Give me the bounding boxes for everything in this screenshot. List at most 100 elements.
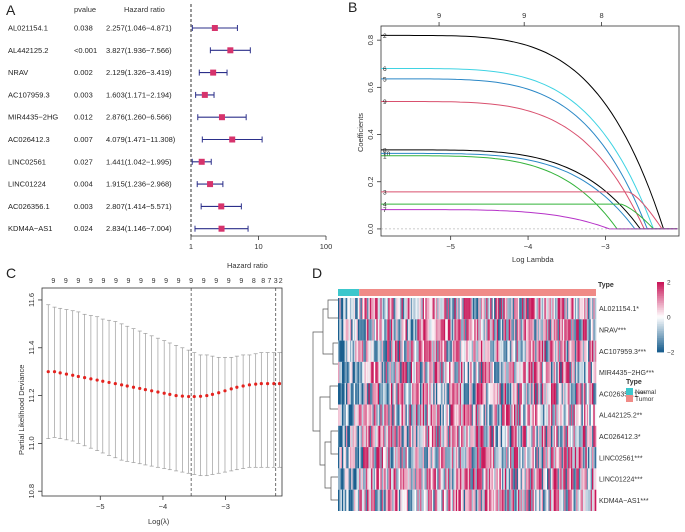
heatmap-cell [455, 447, 458, 469]
heatmap-cell [494, 447, 496, 469]
heatmap-cell [566, 298, 569, 320]
heatmap-cell [384, 425, 386, 448]
legend-normal-swatch [626, 388, 633, 395]
expression-heatmap: AL021154.1*NRAV***AC107959.3***MIR4435−2… [312, 280, 675, 511]
heatmap-cell [539, 404, 541, 426]
heatmap-cell [552, 404, 554, 426]
heatmap-cell [581, 298, 584, 320]
heatmap-cell [398, 340, 401, 362]
heatmap-cell [490, 447, 492, 469]
heatmap-cell [372, 404, 375, 426]
heatmap-cell [574, 404, 577, 426]
heatmap-cell [535, 447, 537, 469]
heatmap-cell [589, 319, 591, 341]
heatmap-cell [578, 361, 581, 384]
heatmap-cell [424, 404, 426, 426]
heatmap-cell [385, 340, 388, 362]
heatmap-cell [450, 319, 453, 341]
heatmap-cell [590, 425, 593, 448]
heatmap-cell [565, 425, 568, 448]
heatmap-cell [470, 404, 472, 426]
heatmap-cell [590, 361, 593, 384]
heatmap-cell [446, 383, 449, 405]
heatmap-cell [447, 468, 450, 490]
heatmap-cell [429, 404, 431, 426]
heatmap-cell [584, 319, 586, 341]
heatmap-cell [371, 319, 373, 341]
heatmap-cell [462, 489, 464, 511]
heatmap-cell [482, 319, 484, 341]
heatmap-cell [437, 361, 439, 384]
heatmap-cell [438, 489, 441, 511]
heatmap-cell [437, 489, 439, 511]
heatmap-cell [535, 425, 537, 448]
forest-header-hr: Hazard ratio [124, 5, 165, 14]
heatmap-cell [490, 468, 492, 490]
heatmap-cell [578, 404, 581, 426]
heatmap-cell [355, 298, 357, 320]
heatmap-cell [502, 319, 504, 341]
heatmap-cell [544, 447, 547, 469]
heatmap-cell [388, 319, 390, 341]
heatmap-cell [475, 298, 478, 320]
heatmap-cell [409, 383, 412, 405]
heatmap-cell [463, 489, 466, 511]
heatmap-cell [590, 383, 593, 405]
heatmap-cell [593, 404, 595, 426]
heatmap-cell [531, 383, 533, 405]
heatmap-cell [381, 404, 384, 426]
heatmap-cell [523, 447, 525, 469]
heatmap-cell [490, 319, 492, 341]
heatmap-cell [581, 447, 584, 469]
heatmap-cell [568, 468, 570, 490]
heatmap-cell [590, 447, 593, 469]
heatmap-cell [430, 383, 433, 405]
heatmap-cell [382, 404, 385, 426]
heatmap-cell [535, 468, 537, 490]
cv-y-tick-label: 11.2 [27, 389, 36, 403]
forest-gene-label: AC107959.3 [8, 90, 50, 99]
heatmap-cell [492, 298, 495, 320]
heatmap-cell [429, 383, 431, 405]
heatmap-cell [351, 425, 353, 448]
heatmap-cell [339, 319, 341, 341]
cv-mean-point [156, 390, 160, 394]
heatmap-cell [454, 298, 457, 320]
heatmap-cell [412, 447, 414, 469]
heatmap-cell [556, 340, 558, 362]
heatmap-cell [585, 298, 588, 320]
heatmap-cell [490, 361, 492, 384]
heatmap-cell [510, 361, 512, 384]
heatmap-cell [433, 319, 435, 341]
heatmap-cell [356, 319, 359, 341]
heatmap-cell [353, 298, 356, 320]
heatmap-cell [384, 361, 386, 384]
heatmap-cell [527, 425, 529, 448]
heatmap-cell [507, 298, 509, 320]
heatmap-cell [420, 489, 422, 511]
heatmap-cell [431, 319, 434, 341]
heatmap-cell [467, 383, 470, 405]
heatmap-cell [345, 319, 348, 341]
heatmap-cell [519, 383, 521, 405]
cv-y-tick-label: 11.0 [27, 436, 36, 450]
heatmap-cell [566, 383, 569, 405]
heatmap-cell [510, 340, 512, 362]
cv-mean-point [265, 382, 270, 386]
heatmap-cell [458, 383, 461, 405]
heatmap-cell [487, 404, 490, 426]
heatmap-cell [503, 361, 505, 384]
heatmap-cell [568, 319, 570, 341]
cv-mean-point [113, 382, 117, 386]
heatmap-cell [589, 468, 591, 490]
heatmap-cell [454, 319, 457, 341]
heatmap-cell [351, 489, 353, 511]
heatmap-cell [434, 489, 437, 511]
heatmap-cell [417, 404, 419, 426]
heatmap-cell [421, 425, 423, 448]
heatmap-cell [499, 404, 502, 426]
heatmap-cell [496, 361, 499, 384]
heatmap-cell [433, 361, 435, 384]
heatmap-cell [373, 404, 376, 426]
heatmap-cell [525, 340, 528, 362]
